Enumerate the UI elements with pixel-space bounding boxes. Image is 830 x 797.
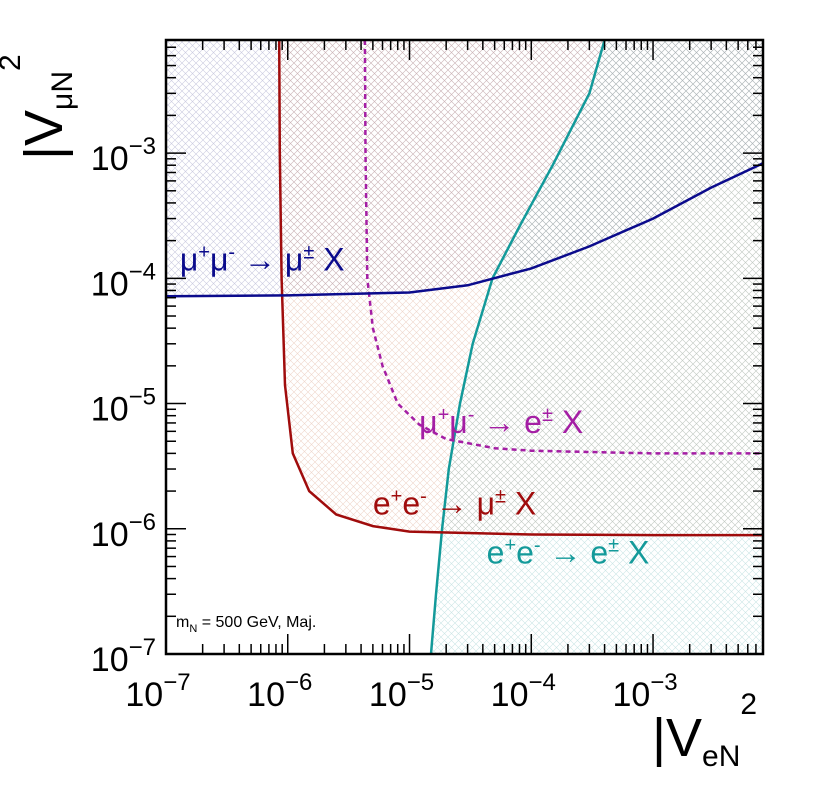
y-tick-label: 10−6: [91, 509, 156, 554]
series-line-3: [166, 162, 763, 298]
x-tick-label: 10−3: [612, 669, 677, 714]
x-tick-label: 10−5: [369, 669, 434, 714]
x-tick-label: 10−6: [247, 669, 312, 714]
svg-text:|VeN2: |VeN2: [652, 688, 757, 773]
curve-label-2: μ+μ- → e± X: [419, 404, 583, 440]
x-axis-title: |VeN2: [652, 688, 757, 773]
x-tick-label: 10−7: [125, 669, 190, 714]
annotation-box: mN = 500 GeV, Maj.: [176, 614, 316, 635]
excluded-regions: [166, 40, 763, 654]
curve-labels: μ+μ- → μ± X μ+μ- → e± X e+e- → e± X e+e- → …: [180, 242, 650, 571]
y-tick-label: 10−7: [91, 634, 156, 679]
series-line-2: [363, 40, 763, 455]
curve-label-0: e+e- → e± X: [487, 534, 650, 570]
axis-ticks: [165, 39, 764, 655]
y-tick-label: 10−4: [91, 258, 156, 303]
curve-label-1: e+e- → μ± X: [373, 486, 536, 522]
region-ee-e: [431, 40, 763, 654]
tick-labels: 10−7 10−6 10−5 10−4 10−3 10−7 10−6 10−5 10−4 10−3: [91, 133, 678, 714]
plot-frame: [164, 38, 765, 656]
series-line-0: [429, 40, 606, 654]
y-tick-label: 10−5: [91, 384, 156, 429]
y-tick-label: 10−3: [91, 133, 156, 178]
svg-text:|VμN2: |VμN2: [0, 54, 79, 160]
series-line-1: [277, 40, 763, 537]
annotation-text: mN = 500 GeV, Maj.: [176, 614, 316, 635]
curve-label-3: μ+μ- → μ± X: [180, 242, 345, 278]
x-tick-label: 10−4: [491, 669, 556, 714]
series-curves: [166, 40, 763, 654]
y-axis-title: |VμN2: [0, 54, 79, 160]
